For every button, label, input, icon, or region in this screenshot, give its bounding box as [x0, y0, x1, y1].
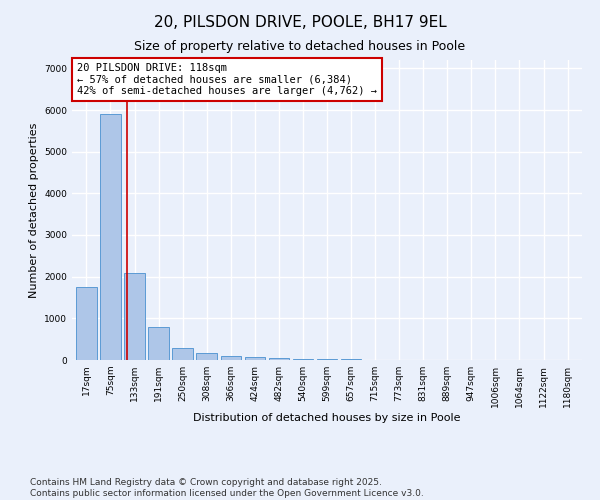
Text: 20 PILSDON DRIVE: 118sqm
← 57% of detached houses are smaller (6,384)
42% of sem: 20 PILSDON DRIVE: 118sqm ← 57% of detach… — [77, 63, 377, 96]
Y-axis label: Number of detached properties: Number of detached properties — [29, 122, 38, 298]
Bar — [196, 352, 217, 360]
Text: Size of property relative to detached houses in Poole: Size of property relative to detached ho… — [134, 40, 466, 53]
Bar — [293, 359, 313, 360]
Text: Contains HM Land Registry data © Crown copyright and database right 2025.
Contai: Contains HM Land Registry data © Crown c… — [30, 478, 424, 498]
Text: 20, PILSDON DRIVE, POOLE, BH17 9EL: 20, PILSDON DRIVE, POOLE, BH17 9EL — [154, 15, 446, 30]
X-axis label: Distribution of detached houses by size in Poole: Distribution of detached houses by size … — [193, 412, 461, 422]
Bar — [317, 359, 337, 360]
Bar — [172, 348, 193, 360]
Bar — [124, 272, 145, 360]
Bar — [269, 358, 289, 360]
Bar — [245, 358, 265, 360]
Bar — [76, 287, 97, 360]
Bar — [148, 326, 169, 360]
Bar — [100, 114, 121, 360]
Bar — [221, 356, 241, 360]
